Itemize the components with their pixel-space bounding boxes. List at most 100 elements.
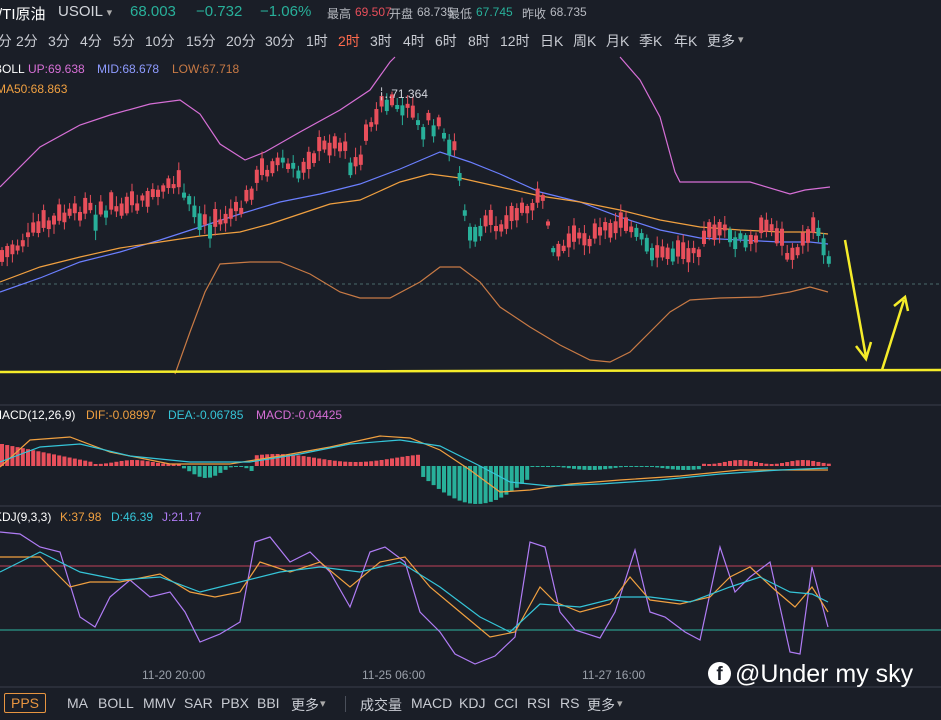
candle-body (764, 219, 769, 232)
candle-body (296, 170, 301, 179)
indicator-tab[interactable]: PPS (4, 693, 47, 713)
macd-bar (483, 466, 488, 504)
candle-body (618, 212, 623, 228)
candle-body (52, 215, 56, 225)
timeframe-tab[interactable]: 日K (540, 33, 564, 49)
timeframe-tab[interactable]: 月K (606, 33, 630, 49)
candle-body (442, 132, 446, 139)
timeframe-tab[interactable]: 3分 (48, 33, 70, 49)
timeframe-tab[interactable]: 12时 (500, 33, 530, 49)
candle-body (72, 203, 77, 214)
timeframe-tab[interactable]: 10分 (145, 33, 175, 49)
macd-bar (722, 461, 727, 466)
symbol-selector[interactable]: USOIL ▾ (58, 3, 112, 20)
watermark: f @Under my sky (708, 660, 913, 689)
macd-bar (275, 454, 280, 466)
macd-bar (26, 449, 30, 466)
timeframe-tab[interactable]: 15分 (186, 33, 216, 49)
macd-bar (759, 462, 764, 466)
timeframe-tab[interactable]: 5分 (113, 33, 135, 49)
candle-body (176, 170, 181, 188)
candle-body (192, 205, 197, 218)
macd-bar (686, 466, 691, 470)
chevron-down-icon: ▾ (617, 698, 623, 710)
chevron-down-icon: ▾ (738, 34, 744, 46)
timeframe-tab[interactable]: 30分 (265, 33, 295, 49)
candle-body (457, 173, 462, 181)
candle-body (322, 140, 327, 150)
candle-body (218, 219, 223, 225)
macd-bar (208, 466, 212, 478)
macd-bar (72, 458, 77, 466)
indicator-tab[interactable]: MMV (143, 695, 176, 711)
ma50-line (0, 173, 829, 283)
last-price: 68.003 (130, 3, 176, 20)
candle-body (811, 217, 816, 233)
low-label: 最低 (448, 7, 473, 21)
macd-bar (327, 460, 332, 466)
indicator-tab[interactable]: 成交量 (360, 697, 402, 713)
timeframe-tab[interactable]: 4时 (403, 33, 425, 49)
down-arrow (843, 239, 868, 358)
macd-bar (20, 448, 25, 466)
timeframe-tab[interactable]: 2时 (338, 33, 360, 49)
macd-bar (764, 463, 769, 466)
indicator-tab[interactable]: 更多 (291, 697, 319, 713)
macd-bar (124, 460, 129, 466)
indicator-tab[interactable]: MA (67, 695, 88, 711)
timeframe-tab[interactable]: 6时 (435, 33, 457, 49)
candle-body (587, 238, 592, 247)
macd-bar (78, 459, 82, 466)
macd-legend: MACD(12,26,9) DIF:-0.08997 DEA:-0.06785 … (0, 408, 500, 424)
indicator-tab[interactable]: RS (560, 695, 580, 711)
macd-bar (405, 456, 410, 466)
macd-bar (670, 466, 675, 470)
candle-body (379, 96, 384, 107)
timeframe-tab[interactable]: 8时 (468, 33, 490, 49)
timeframe-tab[interactable]: 3时 (370, 33, 392, 49)
timeframe-tab[interactable]: 季K (639, 33, 663, 49)
indicator-tab[interactable]: RSI (527, 695, 551, 711)
indicator-tab[interactable]: CCI (494, 695, 519, 711)
candle-body (483, 215, 488, 227)
indicator-tab[interactable]: BOLL (98, 695, 134, 711)
candle-body (161, 185, 166, 192)
candle-body (535, 188, 540, 203)
indicator-tab[interactable]: SAR (184, 695, 213, 711)
candle-body (20, 240, 25, 247)
peak-marker: ┆‥ (378, 87, 392, 101)
candle-body (743, 235, 748, 248)
indicator-tab[interactable]: 更多 (587, 697, 615, 713)
timeframe-tab[interactable]: 2分 (16, 33, 38, 49)
timeframe-tab[interactable]: 年K (674, 33, 698, 49)
candle-body (140, 195, 145, 201)
kline-chart[interactable] (0, 52, 941, 688)
macd-bar (514, 466, 519, 488)
indicator-tab[interactable]: BBI (257, 695, 280, 711)
timeframe-tab[interactable]: 更多 (707, 33, 735, 49)
timeframe-tab[interactable]: 4分 (80, 33, 102, 49)
indicator-tab[interactable]: MACD (411, 695, 453, 711)
price-change-pct: −1.06% (260, 3, 312, 20)
candle-body (150, 189, 155, 198)
indicator-tab[interactable]: PBX (221, 695, 250, 711)
macd-bar (104, 463, 108, 466)
timeframe-tab[interactable]: 20分 (226, 33, 256, 49)
timeframe-tab[interactable]: 周K (573, 33, 597, 49)
candle-body (676, 240, 680, 257)
indicator-tab[interactable]: KDJ (459, 695, 486, 711)
timeframe-tab[interactable]: 1分 (0, 33, 12, 49)
boll-upper-line (0, 56, 396, 188)
kdj-legend-j: J:21.17 (162, 510, 202, 524)
candle-body (254, 169, 259, 183)
timeframe-tab[interactable]: 1时 (306, 33, 328, 49)
macd-bar (634, 466, 639, 467)
candle-body (358, 154, 363, 165)
candle-body (88, 202, 93, 211)
macd-bar (213, 466, 218, 476)
candle-body (504, 215, 509, 229)
macd-bar (468, 466, 472, 504)
candle-body (390, 94, 394, 106)
up-arrow-head (893, 294, 910, 312)
